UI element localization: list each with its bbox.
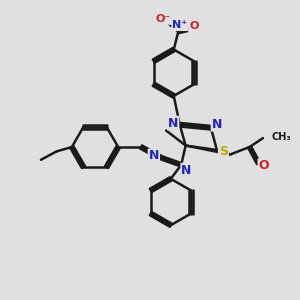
Text: S: S — [219, 145, 228, 158]
Text: O: O — [259, 159, 269, 172]
Text: CH₃: CH₃ — [271, 132, 291, 142]
Text: O: O — [189, 21, 198, 32]
Text: N: N — [168, 117, 178, 130]
Text: O⁻: O⁻ — [156, 14, 171, 24]
Text: N: N — [182, 164, 192, 177]
Text: N: N — [212, 118, 222, 130]
Text: N: N — [149, 149, 159, 162]
Text: N⁺: N⁺ — [172, 20, 187, 30]
